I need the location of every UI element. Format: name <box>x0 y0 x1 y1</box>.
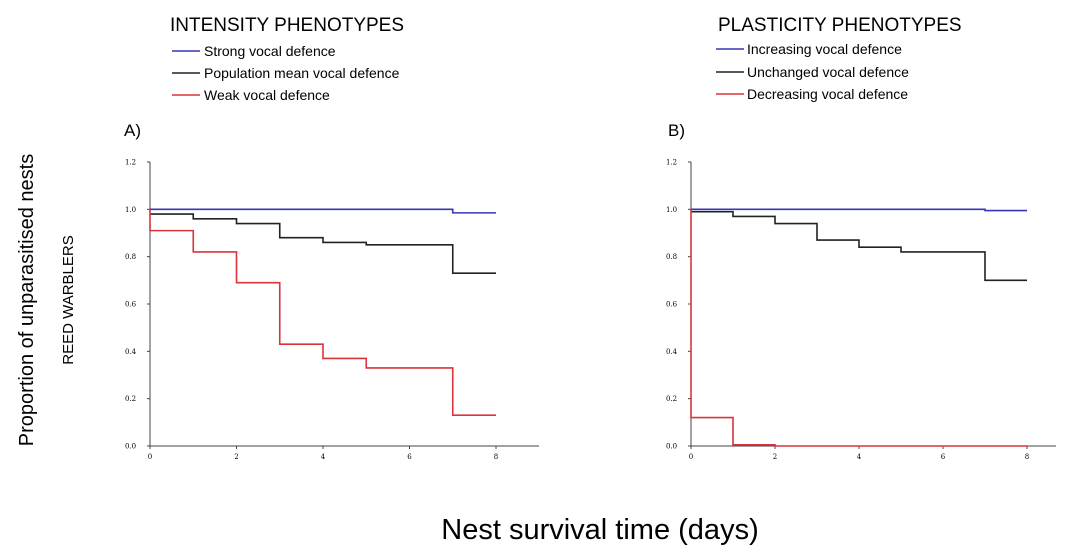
series-line-unchanged-vocal-defence <box>691 210 1027 282</box>
y-tick-label: 0.2 <box>125 395 136 403</box>
y-tick-label: 1.0 <box>666 206 677 214</box>
x-tick-label: 6 <box>407 453 412 461</box>
panel-a-legend: Strong vocal defence Population mean voc… <box>172 43 400 103</box>
y-tick-label: 1.2 <box>666 159 677 167</box>
y-tick-label: 1.2 <box>125 159 136 167</box>
y-tick-label: 0.8 <box>125 253 136 261</box>
panel-a-label: A) <box>124 121 141 140</box>
series-line-strong-vocal-defence <box>150 208 496 214</box>
panel-b-legend: Increasing vocal defence Unchanged vocal… <box>716 41 909 102</box>
legend-label-strong: Strong vocal defence <box>204 43 336 59</box>
y-tick-label: 1.0 <box>125 206 136 214</box>
y-tick-label: 0.4 <box>125 348 137 356</box>
panel-a-plot: 0.0 0.2 0.4 0.6 0.8 1.0 1.2 0 2 4 6 8 <box>125 159 539 461</box>
panel-b-title: PLASTICITY PHENOTYPES <box>718 15 962 36</box>
y-tick-label: 0.2 <box>666 395 677 403</box>
legend-label-unchanged: Unchanged vocal defence <box>747 64 909 80</box>
y-axis-label: Proportion of unparasitised nests <box>16 154 38 446</box>
series-line-increasing-vocal-defence <box>691 208 1027 212</box>
x-tick-label: 8 <box>494 453 498 461</box>
panel-a-title: INTENSITY PHENOTYPES <box>170 15 404 36</box>
y-tick-label: 0.8 <box>666 253 677 261</box>
legend-label-increasing: Increasing vocal defence <box>747 41 902 57</box>
legend-label-population-mean: Population mean vocal defence <box>204 65 400 81</box>
x-tick-label: 6 <box>941 453 946 461</box>
y-axis-sublabel: REED WARBLERS <box>60 235 77 364</box>
panel-b-plot: 0.0 0.2 0.4 0.6 0.8 1.0 1.2 0 2 4 6 8 <box>666 159 1056 461</box>
series-line-decreasing-vocal-defence <box>690 209 1027 447</box>
x-axis-label: Nest survival time (days) <box>441 514 758 546</box>
y-tick-label: 0.0 <box>125 443 136 451</box>
x-tick-label: 2 <box>773 453 777 461</box>
legend-label-weak: Weak vocal defence <box>204 87 330 103</box>
x-tick-label: 4 <box>321 453 326 461</box>
panel-b-label: B) <box>668 121 685 140</box>
x-tick-label: 4 <box>857 453 862 461</box>
x-tick-label: 2 <box>234 453 238 461</box>
y-tick-label: 0.0 <box>666 443 677 451</box>
y-tick-label: 0.4 <box>666 348 678 356</box>
series-line-population-mean-vocal-defence <box>150 213 496 275</box>
x-tick-label: 0 <box>689 453 693 461</box>
series-line-weak-vocal-defence <box>149 209 496 417</box>
panel-b: PLASTICITY PHENOTYPES B) Increasing voca… <box>666 15 1056 461</box>
y-tick-label: 0.6 <box>666 301 678 309</box>
legend-label-decreasing: Decreasing vocal defence <box>747 86 908 102</box>
x-tick-label: 8 <box>1025 453 1029 461</box>
panel-a: INTENSITY PHENOTYPES A) Strong vocal def… <box>124 15 539 461</box>
y-tick-label: 0.6 <box>125 301 137 309</box>
x-tick-label: 0 <box>148 453 152 461</box>
